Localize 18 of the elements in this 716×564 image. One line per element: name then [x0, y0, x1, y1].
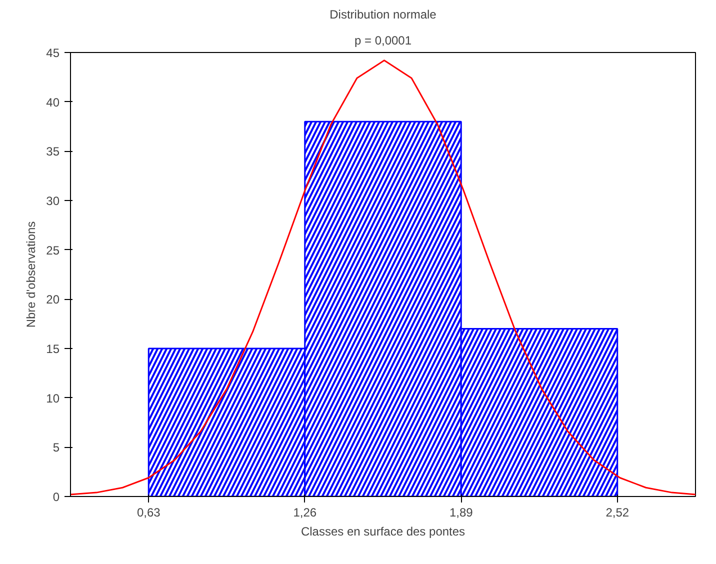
- y-tick-label: 25: [46, 243, 60, 258]
- y-tick-label: 0: [52, 490, 60, 504]
- x-tick-label: 1,89: [449, 506, 474, 520]
- y-tick-label: 35: [46, 144, 60, 159]
- y-axis-title: Nbre d'observations: [24, 221, 38, 328]
- x-axis-title: Classes en surface des pontes: [300, 524, 466, 538]
- x-tick-label: 1,26: [293, 506, 317, 520]
- chart-title: Distribution normale: [330, 8, 437, 22]
- y-tick-label: 15: [46, 342, 60, 356]
- y-tick-label: 40: [46, 95, 60, 110]
- y-tick-label: 30: [46, 194, 60, 208]
- x-tick-label: 0,63: [136, 506, 161, 520]
- y-tick-label: 5: [52, 440, 60, 455]
- x-tick-label: 2,52: [606, 506, 630, 520]
- chart-subtitle: p = 0,0001: [354, 34, 412, 48]
- y-tick-label: 45: [46, 46, 60, 60]
- y-tick-label: 20: [46, 292, 60, 307]
- y-tick-label: 10: [46, 391, 60, 406]
